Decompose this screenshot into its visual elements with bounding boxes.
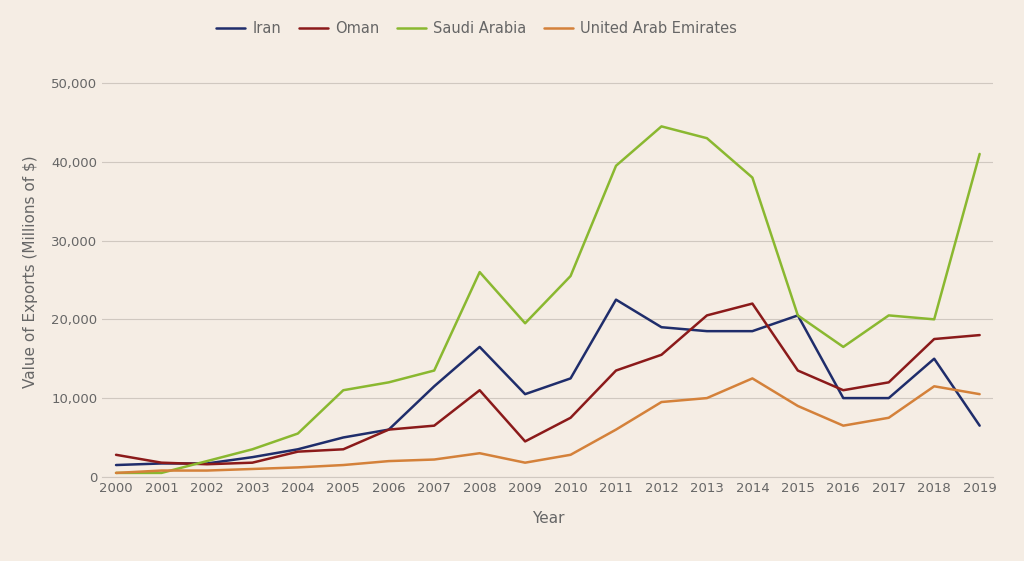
Saudi Arabia bbox=[564, 273, 577, 279]
United Arab Emirates bbox=[564, 452, 577, 458]
Iran bbox=[746, 328, 759, 334]
Iran bbox=[519, 391, 531, 398]
Iran bbox=[383, 426, 395, 433]
Line: Oman: Oman bbox=[116, 304, 980, 465]
Y-axis label: Value of Exports (Millions of $): Value of Exports (Millions of $) bbox=[23, 156, 38, 388]
Saudi Arabia bbox=[883, 312, 895, 319]
Saudi Arabia bbox=[928, 316, 940, 323]
United Arab Emirates bbox=[201, 467, 213, 474]
Saudi Arabia bbox=[156, 470, 168, 476]
Saudi Arabia bbox=[110, 470, 122, 476]
United Arab Emirates bbox=[246, 466, 258, 472]
Oman bbox=[610, 367, 623, 374]
Iran bbox=[292, 446, 304, 453]
Oman bbox=[700, 312, 713, 319]
United Arab Emirates bbox=[792, 403, 804, 410]
Oman bbox=[974, 332, 986, 338]
Saudi Arabia bbox=[246, 446, 258, 453]
United Arab Emirates bbox=[883, 415, 895, 421]
Iran bbox=[655, 324, 668, 330]
Saudi Arabia bbox=[292, 430, 304, 437]
Saudi Arabia bbox=[519, 320, 531, 327]
Iran bbox=[928, 355, 940, 362]
Oman bbox=[838, 387, 850, 394]
Saudi Arabia bbox=[337, 387, 349, 394]
United Arab Emirates bbox=[337, 462, 349, 468]
United Arab Emirates bbox=[928, 383, 940, 390]
Iran bbox=[700, 328, 713, 334]
United Arab Emirates bbox=[110, 470, 122, 476]
United Arab Emirates bbox=[473, 450, 485, 457]
Iran bbox=[974, 422, 986, 429]
Oman bbox=[564, 415, 577, 421]
Oman bbox=[473, 387, 485, 394]
United Arab Emirates bbox=[519, 459, 531, 466]
Line: Iran: Iran bbox=[116, 300, 980, 465]
Oman bbox=[156, 459, 168, 466]
Saudi Arabia bbox=[838, 343, 850, 350]
Oman bbox=[428, 422, 440, 429]
Iran bbox=[246, 454, 258, 461]
Oman bbox=[792, 367, 804, 374]
Saudi Arabia bbox=[974, 150, 986, 157]
Saudi Arabia bbox=[610, 162, 623, 169]
Oman bbox=[655, 351, 668, 358]
Iran bbox=[473, 343, 485, 350]
United Arab Emirates bbox=[428, 456, 440, 463]
Iran bbox=[838, 395, 850, 402]
Oman bbox=[292, 448, 304, 455]
Iran bbox=[564, 375, 577, 382]
X-axis label: Year: Year bbox=[531, 512, 564, 526]
Oman bbox=[110, 452, 122, 458]
Oman bbox=[519, 438, 531, 445]
Saudi Arabia bbox=[383, 379, 395, 386]
Line: United Arab Emirates: United Arab Emirates bbox=[116, 379, 980, 473]
Oman bbox=[337, 446, 349, 453]
Line: Saudi Arabia: Saudi Arabia bbox=[116, 126, 980, 473]
Iran bbox=[201, 460, 213, 467]
Saudi Arabia bbox=[792, 312, 804, 319]
United Arab Emirates bbox=[746, 375, 759, 382]
Saudi Arabia bbox=[473, 269, 485, 275]
Iran bbox=[610, 296, 623, 303]
Iran bbox=[428, 383, 440, 390]
United Arab Emirates bbox=[700, 395, 713, 402]
Iran bbox=[156, 460, 168, 467]
Iran bbox=[110, 462, 122, 468]
Saudi Arabia bbox=[700, 135, 713, 141]
Iran bbox=[792, 312, 804, 319]
Saudi Arabia bbox=[746, 174, 759, 181]
Oman bbox=[201, 461, 213, 468]
Saudi Arabia bbox=[428, 367, 440, 374]
Saudi Arabia bbox=[655, 123, 668, 130]
United Arab Emirates bbox=[292, 464, 304, 471]
United Arab Emirates bbox=[655, 399, 668, 406]
United Arab Emirates bbox=[838, 422, 850, 429]
United Arab Emirates bbox=[974, 391, 986, 398]
Oman bbox=[246, 459, 258, 466]
United Arab Emirates bbox=[610, 426, 623, 433]
Oman bbox=[928, 335, 940, 342]
United Arab Emirates bbox=[156, 467, 168, 474]
Iran bbox=[883, 395, 895, 402]
Saudi Arabia bbox=[201, 458, 213, 465]
Oman bbox=[746, 300, 759, 307]
Legend: Iran, Oman, Saudi Arabia, United Arab Emirates: Iran, Oman, Saudi Arabia, United Arab Em… bbox=[216, 21, 737, 36]
Oman bbox=[383, 426, 395, 433]
Iran bbox=[337, 434, 349, 441]
Oman bbox=[883, 379, 895, 386]
United Arab Emirates bbox=[383, 458, 395, 465]
